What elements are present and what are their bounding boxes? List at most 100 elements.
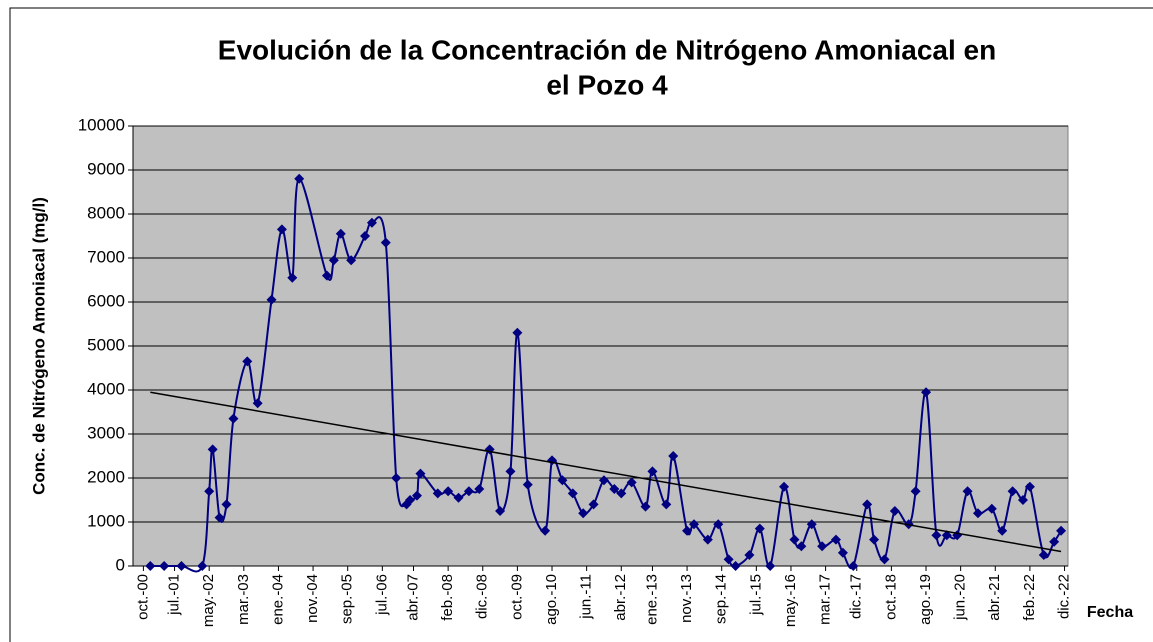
marker	[321, 270, 332, 281]
marker	[1017, 495, 1028, 505]
x-tick-label: ene.-13	[643, 574, 660, 625]
marker	[661, 499, 672, 510]
marker	[723, 554, 734, 565]
x-tick-label: oct.-09	[508, 574, 525, 620]
x-tick-label: may.-16	[782, 574, 799, 627]
marker	[415, 468, 426, 479]
marker	[647, 466, 658, 477]
marker	[207, 444, 218, 455]
x-tick-label: ago.-19	[917, 574, 934, 625]
marker	[522, 479, 533, 490]
chart-title: Evolución de la Concentración de Nitróge…	[218, 34, 996, 65]
marker	[626, 477, 637, 488]
marker	[242, 356, 253, 367]
marker	[391, 473, 402, 483]
marker	[830, 534, 841, 545]
marker	[921, 387, 932, 398]
marker	[889, 506, 900, 516]
marker	[335, 228, 346, 239]
y-tick-label: 5000	[87, 335, 125, 354]
marker	[817, 541, 828, 552]
marker	[1038, 550, 1049, 560]
marker	[197, 561, 208, 571]
marker	[1007, 486, 1018, 497]
marker	[941, 530, 952, 541]
x-tick-label: ene.-04	[269, 574, 286, 625]
x-tick-label: dic.-22	[1056, 574, 1073, 619]
marker	[598, 475, 609, 486]
marker	[1049, 536, 1060, 547]
marker	[986, 503, 997, 514]
x-tick-label: jul.-15	[747, 574, 764, 616]
x-tick-label: jun.-11	[578, 574, 595, 620]
marker	[1056, 525, 1067, 536]
y-axis-label: Conc. de Nitrógeno Amoniacal (mg/l)	[29, 197, 48, 495]
x-tick-label: nov.-13	[678, 574, 695, 623]
marker	[869, 534, 880, 545]
marker	[910, 486, 921, 497]
marker	[405, 495, 416, 505]
marker	[214, 512, 225, 523]
marker	[453, 492, 464, 503]
x-tick-label: sep.-05	[339, 574, 356, 624]
y-tick-label: 0	[116, 555, 125, 574]
marker	[360, 231, 371, 241]
marker	[879, 554, 890, 565]
x-tick-label: abr.-07	[404, 574, 421, 621]
marker	[287, 272, 298, 283]
x-tick-label: abr.-12	[612, 574, 629, 621]
marker	[744, 550, 755, 560]
trendline	[150, 391, 1062, 553]
x-tick-label: feb.-08	[439, 574, 456, 621]
y-tick-label: 9000	[87, 159, 125, 178]
marker	[682, 525, 693, 536]
marker	[931, 530, 942, 541]
marker	[779, 481, 790, 492]
marker	[837, 547, 848, 558]
x-tick-label: mar.-03	[235, 574, 252, 625]
marker	[796, 541, 807, 552]
marker	[689, 519, 699, 530]
marker	[713, 519, 724, 530]
x-tick-label: sep.-14	[713, 574, 730, 624]
x-tick-label: mar.-17	[817, 574, 834, 625]
marker	[474, 484, 485, 494]
marker	[176, 561, 187, 571]
marker	[862, 499, 873, 510]
marker	[997, 525, 1008, 536]
y-tick-label: 3000	[87, 423, 125, 442]
marker	[609, 484, 620, 494]
marker	[702, 534, 713, 545]
marker	[962, 486, 973, 497]
marker	[557, 475, 568, 486]
marker	[505, 466, 516, 477]
x-tick-label: oct.-18	[882, 574, 899, 620]
marker	[252, 398, 263, 409]
x-tick-label: jun.-20	[952, 574, 969, 621]
marker	[346, 255, 357, 266]
marker	[204, 486, 215, 497]
marker	[159, 561, 170, 571]
marker	[848, 561, 859, 571]
marker	[443, 486, 454, 497]
marker	[806, 519, 817, 530]
marker	[730, 561, 741, 571]
y-tick-label: 6000	[87, 291, 125, 310]
marker	[668, 451, 679, 461]
y-tick-label: 4000	[87, 379, 125, 398]
marker	[380, 237, 391, 248]
marker	[495, 506, 506, 516]
marker	[1024, 481, 1035, 492]
marker	[411, 490, 422, 501]
x-tick-label: ago.-10	[543, 574, 560, 625]
x-tick-label: may.-02	[200, 574, 217, 627]
marker	[266, 294, 277, 305]
chart-title: el Pozo 4	[546, 69, 668, 100]
x-tick-label: abr.-21	[986, 574, 1003, 621]
x-tick-label: oct.-00	[134, 574, 151, 620]
marker	[294, 173, 305, 184]
marker	[540, 525, 551, 536]
marker	[366, 217, 377, 228]
x-tick-label: nov.-04	[304, 574, 321, 623]
